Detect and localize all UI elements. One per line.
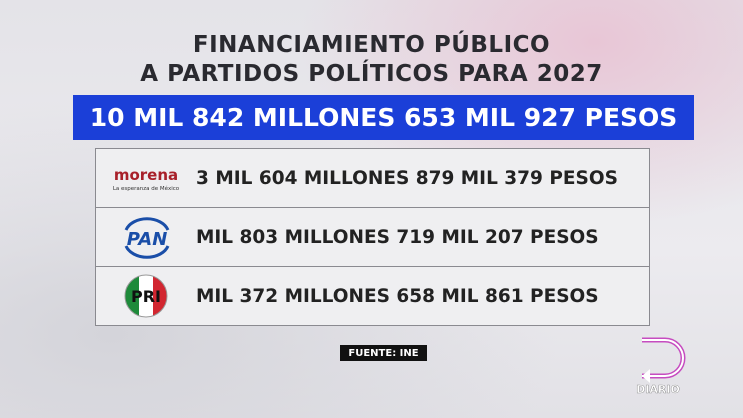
logo-arc xyxy=(124,245,170,259)
party-table: morena La esperanza de México 3 MIL 604 … xyxy=(95,148,650,326)
pan-logo: PAN xyxy=(124,217,170,259)
source-label: FUENTE: INE xyxy=(340,345,427,361)
logo-text: morena xyxy=(114,166,178,184)
morena-logo: morena La esperanza de México xyxy=(113,166,180,192)
logo-tagline: La esperanza de México xyxy=(113,185,180,192)
party-row: PAN MIL 803 MILLONES 719 MIL 207 PESOS xyxy=(96,208,649,267)
party-amount: 3 MIL 604 MILLONES 879 MIL 379 PESOS xyxy=(196,168,618,189)
logo-text: PAN xyxy=(127,229,168,250)
logo-arc xyxy=(124,217,170,231)
title-line: FINANCIAMIENTO PÚBLICO xyxy=(192,32,551,58)
title-line: A PARTIDOS POLÍTICOS PARA 2027 xyxy=(140,61,603,87)
channel-logo: DIARIO xyxy=(636,337,686,396)
total-banner: 10 MIL 842 MILLONES 653 MIL 927 PESOS xyxy=(73,95,694,140)
party-amount: MIL 803 MILLONES 719 MIL 207 PESOS xyxy=(196,227,599,248)
party-amount: MIL 372 MILLONES 658 MIL 861 PESOS xyxy=(196,286,599,307)
party-row: morena La esperanza de México 3 MIL 604 … xyxy=(96,149,649,208)
logo-text: PRI xyxy=(131,287,161,306)
pri-logo: PRI xyxy=(124,274,168,318)
party-row: PRI MIL 372 MILLONES 658 MIL 861 PESOS xyxy=(96,267,649,326)
brand-text: DIARIO xyxy=(636,383,680,396)
